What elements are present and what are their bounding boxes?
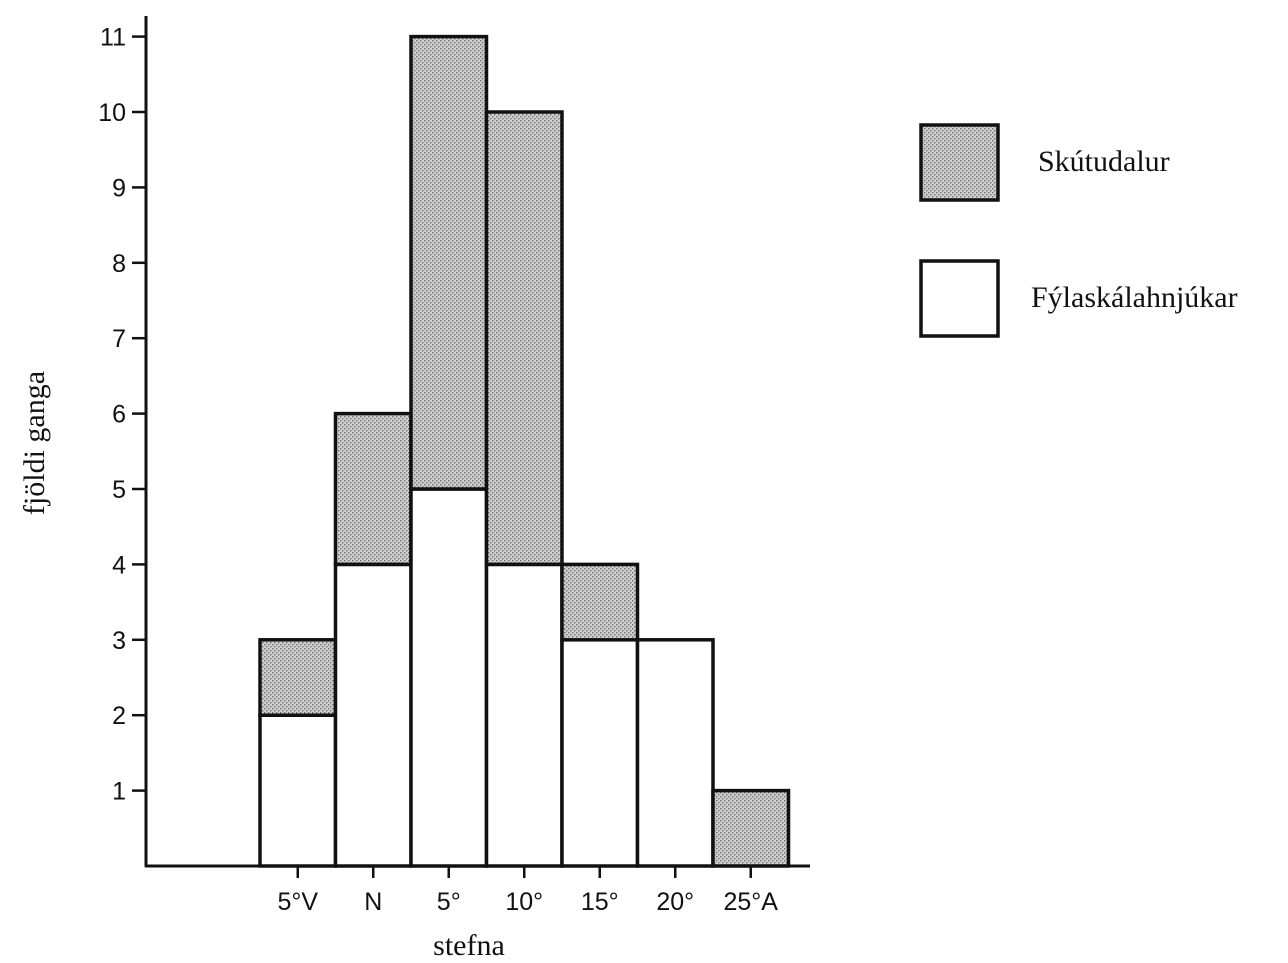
- x-tick-label: 5°V: [277, 888, 318, 916]
- y-tick-label: 7: [112, 325, 126, 353]
- legend-label: Skútudalur: [1038, 145, 1170, 178]
- y-tick-label: 9: [112, 174, 126, 202]
- y-tick-label: 2: [112, 702, 126, 730]
- x-tick-label: 25°A: [724, 888, 779, 916]
- legend: Skútudalur Fýlaskálahnjúkar: [919, 123, 1238, 338]
- y-tick-label: 4: [112, 551, 126, 579]
- legend-swatch: [919, 123, 1000, 202]
- y-tick-label: 10: [98, 99, 126, 127]
- bar-segment-fylaskalahnjukar: [333, 562, 413, 868]
- y-tick-label: 5: [112, 476, 126, 504]
- y-tick-label: 3: [112, 627, 126, 655]
- y-tick-label: 8: [112, 250, 126, 278]
- x-tick-label: 10°: [505, 888, 543, 916]
- bar-segment-fylaskalahnjukar: [258, 713, 338, 868]
- bar-segment-skutudalur: [409, 34, 489, 491]
- bar-segment-skutudalur: [560, 562, 640, 642]
- bar-segment-skutudalur: [711, 788, 791, 868]
- bar-segment-skutudalur: [484, 110, 564, 567]
- bar-segment-fylaskalahnjukar: [560, 638, 640, 868]
- bar-segment-fylaskalahnjukar: [409, 487, 489, 868]
- bar-segment-skutudalur: [333, 411, 413, 567]
- y-tick-label: 1: [112, 778, 126, 806]
- x-tick-label: 5°: [437, 888, 461, 916]
- bar-segment-fylaskalahnjukar: [484, 562, 564, 868]
- bar-segment-fylaskalahnjukar: [635, 638, 715, 868]
- bars: [258, 34, 791, 868]
- x-axis-title: stefna: [433, 929, 505, 962]
- x-tick-label: 20°: [656, 888, 694, 916]
- y-axis-title: fjöldi ganga: [18, 371, 51, 515]
- y-tick-label: 6: [112, 401, 126, 429]
- bar-segment-skutudalur: [258, 638, 338, 717]
- x-tick-label: 15°: [581, 888, 619, 916]
- y-axis-ticks: 1 2 3 4 5 6 7 8 9 10 11: [98, 24, 146, 806]
- y-tick-label: 11: [100, 24, 126, 52]
- x-tick-label: N: [364, 888, 382, 916]
- x-axis-ticks: 5°V N 5° 10° 15° 20° 25°A: [277, 866, 778, 916]
- legend-label: Fýlaskálahnjúkar: [1031, 281, 1238, 314]
- legend-swatch: [919, 259, 1000, 338]
